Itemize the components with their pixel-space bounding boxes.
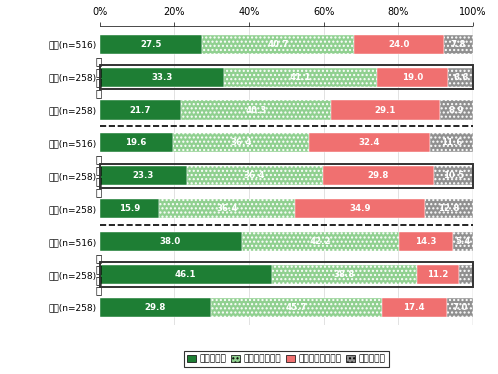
Bar xyxy=(448,68,473,87)
Text: 29.8: 29.8 xyxy=(144,303,166,312)
Text: 24.0: 24.0 xyxy=(388,40,410,49)
Text: 29.8: 29.8 xyxy=(368,171,389,180)
Text: 36.4: 36.4 xyxy=(216,204,238,213)
Bar xyxy=(459,265,473,284)
Bar xyxy=(100,232,242,251)
Bar xyxy=(425,199,473,218)
Bar xyxy=(453,232,473,251)
Text: 11.2: 11.2 xyxy=(427,270,448,279)
Bar xyxy=(381,298,447,317)
Bar xyxy=(211,298,381,317)
Text: 〈
政
治
〉: 〈 政 治 〉 xyxy=(96,56,102,98)
Bar xyxy=(100,101,181,120)
Text: 14.3: 14.3 xyxy=(415,237,437,246)
Text: 33.3: 33.3 xyxy=(151,73,172,82)
Bar xyxy=(100,166,187,185)
Text: 7.8: 7.8 xyxy=(451,40,466,49)
Text: 27.5: 27.5 xyxy=(140,40,162,49)
Bar xyxy=(100,68,224,87)
Text: 〈
経
済
〉: 〈 経 済 〉 xyxy=(96,253,102,295)
Bar xyxy=(295,199,425,218)
Text: 36.4: 36.4 xyxy=(244,171,265,180)
Bar xyxy=(224,68,377,87)
Bar xyxy=(100,35,202,54)
Text: 8.9: 8.9 xyxy=(449,105,464,114)
Text: 15.9: 15.9 xyxy=(119,204,140,213)
Bar xyxy=(323,166,434,185)
Text: 34.9: 34.9 xyxy=(350,204,371,213)
Bar xyxy=(242,232,399,251)
Bar xyxy=(100,134,173,153)
Text: 〈
選
挙
〉: 〈 選 挙 〉 xyxy=(96,154,102,197)
Bar xyxy=(331,101,440,120)
Text: 12.8: 12.8 xyxy=(439,204,460,213)
Text: 11.6: 11.6 xyxy=(441,138,462,147)
Text: 19.0: 19.0 xyxy=(402,73,424,82)
Bar xyxy=(434,166,473,185)
Bar xyxy=(159,199,295,218)
Bar xyxy=(202,35,354,54)
Bar xyxy=(399,232,453,251)
Text: 40.3: 40.3 xyxy=(245,105,266,114)
Text: 36.4: 36.4 xyxy=(230,138,251,147)
Bar xyxy=(440,101,473,120)
Bar xyxy=(417,265,459,284)
Bar xyxy=(100,199,159,218)
Text: 41.1: 41.1 xyxy=(290,73,311,82)
Bar xyxy=(173,134,309,153)
Bar xyxy=(181,101,331,120)
Bar xyxy=(447,298,473,317)
Text: 45.7: 45.7 xyxy=(285,303,307,312)
Text: 7.0: 7.0 xyxy=(452,303,467,312)
Text: 42.2: 42.2 xyxy=(310,237,331,246)
Bar xyxy=(272,265,417,284)
Bar xyxy=(444,35,473,54)
Text: 17.4: 17.4 xyxy=(403,303,425,312)
Text: 32.4: 32.4 xyxy=(359,138,380,147)
Text: 19.6: 19.6 xyxy=(125,138,147,147)
Bar xyxy=(430,134,473,153)
Bar xyxy=(354,35,444,54)
Text: 38.8: 38.8 xyxy=(334,270,355,279)
Bar xyxy=(100,265,272,284)
Bar xyxy=(100,298,211,317)
Text: 40.7: 40.7 xyxy=(267,40,289,49)
Bar xyxy=(377,68,449,87)
Text: 21.7: 21.7 xyxy=(129,105,151,114)
Text: 29.1: 29.1 xyxy=(375,105,396,114)
Text: 6.6: 6.6 xyxy=(453,73,469,82)
Text: 10.5: 10.5 xyxy=(443,171,464,180)
Legend: 関心がある, やや関心がある, あまり関心はない, 関心はない: 関心がある, やや関心がある, あまり関心はない, 関心はない xyxy=(183,351,389,367)
Text: 5.4: 5.4 xyxy=(455,237,470,246)
Text: 46.1: 46.1 xyxy=(175,270,196,279)
Text: 38.0: 38.0 xyxy=(160,237,181,246)
Bar xyxy=(187,166,323,185)
Bar xyxy=(309,134,430,153)
Text: 23.3: 23.3 xyxy=(132,171,154,180)
